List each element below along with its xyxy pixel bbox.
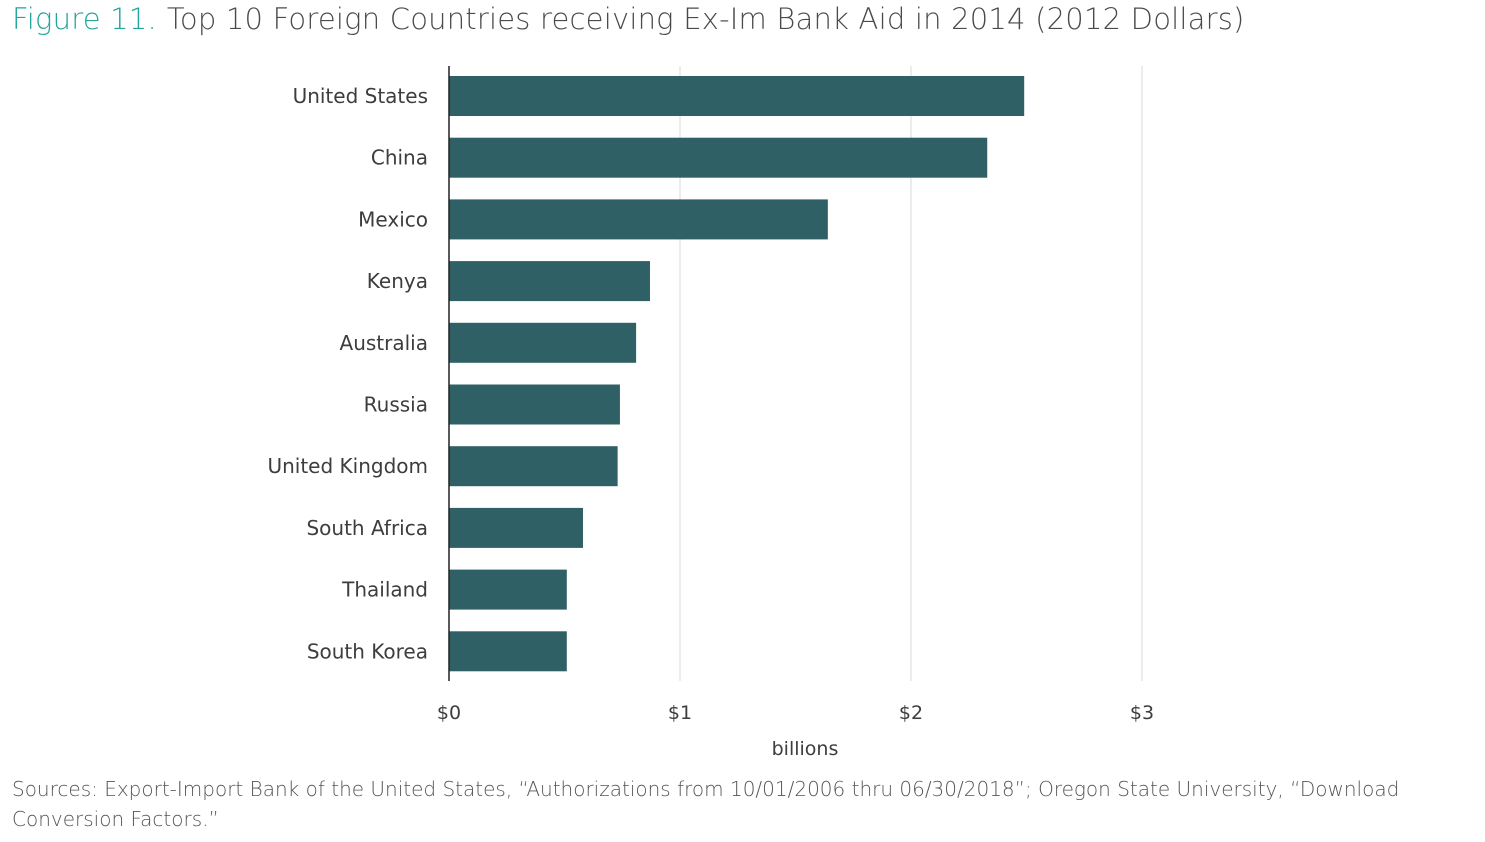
bars [449, 76, 1025, 672]
x-tick-label: $1 [668, 702, 692, 724]
category-label: South Korea [307, 639, 428, 663]
x-tick-label: $0 [437, 702, 461, 724]
figure-title: Top 10 Foreign Countries receiving Ex-Im… [166, 2, 1245, 36]
x-tick-labels: $0 $1 $2 $3 [437, 702, 1154, 724]
bar [449, 76, 1025, 116]
bar [449, 384, 620, 425]
bar [449, 507, 583, 548]
bar [449, 199, 828, 240]
category-label: United States [293, 84, 428, 108]
bar [449, 569, 567, 610]
x-tick-label: $2 [899, 702, 923, 724]
figure-label: Figure 11. [12, 2, 157, 36]
bar [449, 261, 650, 302]
x-axis-title: billions [772, 738, 839, 760]
category-label: United Kingdom [267, 454, 428, 478]
bar [449, 137, 988, 178]
category-label: Australia [340, 331, 428, 355]
category-label: Russia [364, 393, 428, 417]
category-label: China [371, 146, 428, 170]
sources-note: Sources: Export-Import Bank of the Unite… [12, 777, 1400, 831]
bar [449, 446, 618, 487]
x-tick-label: $3 [1130, 702, 1154, 724]
bar-chart: United States China Mexico Kenya Australia Ru… [267, 66, 1154, 760]
category-label: South Africa [306, 516, 428, 540]
bar [449, 631, 567, 672]
category-label: Mexico [358, 207, 428, 231]
figure-title-row: Figure 11. Top 10 Foreign Countries rece… [12, 2, 1245, 52]
category-labels: United States China Mexico Kenya Australia Ru… [267, 84, 428, 663]
bar [449, 322, 637, 363]
category-label: Kenya [367, 269, 428, 293]
category-label: Thailand [341, 578, 428, 602]
